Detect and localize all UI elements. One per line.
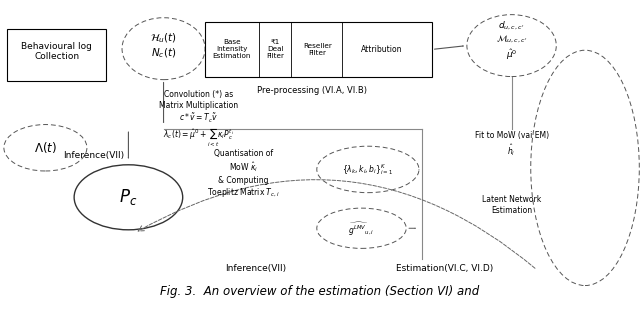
Text: $\widehat{g^{LMV}}_{u,i}$: $\widehat{g^{LMV}}_{u,i}$ [348, 220, 374, 237]
Text: $\mathcal{H}_u(t)$
$N_c(t)$: $\mathcal{H}_u(t)$ $N_c(t)$ [150, 31, 177, 60]
Text: Quantisation of
MoW $\hat{\kappa}_i$
& Computing
Toeplitz Matrix $T_{c,i}$: Quantisation of MoW $\hat{\kappa}_i$ & C… [207, 149, 280, 199]
Text: Latent Network
Estimation: Latent Network Estimation [482, 195, 541, 215]
Text: Inference(VII): Inference(VII) [225, 264, 287, 273]
Text: Convolution (*) as
Matrix Multiplication
$c*\tilde{v}=T_c\tilde{v}$
$\lambda_c(t: Convolution (*) as Matrix Multiplication… [159, 91, 238, 149]
Text: $P_c$: $P_c$ [119, 187, 138, 207]
Text: Pre-processing (VI.A, VI.B): Pre-processing (VI.A, VI.B) [257, 86, 367, 95]
Text: Base
Intensity
Estimation: Base Intensity Estimation [212, 39, 251, 59]
Text: ₹1
Deal
Filter: ₹1 Deal Filter [266, 39, 284, 59]
Text: $d_{u,c,c'}$
$\mathcal{M}_{u,c,c'}$
$\hat{\mu}^0$: $d_{u,c,c'}$ $\mathcal{M}_{u,c,c'}$ $\ha… [496, 20, 527, 62]
Text: Fig. 3.  An overview of the estimation (Section VI) and: Fig. 3. An overview of the estimation (S… [161, 285, 479, 298]
Text: Fit to MoW (vai EM)
$\hat{h}_i$: Fit to MoW (vai EM) $\hat{h}_i$ [474, 131, 548, 158]
Text: $\{\lambda_k, k_i, b_i\}_{i=1}^{K}$: $\{\lambda_k, k_i, b_i\}_{i=1}^{K}$ [342, 162, 394, 177]
Text: $\Lambda(t)$: $\Lambda(t)$ [34, 140, 57, 155]
Text: Behavioural log
Collection: Behavioural log Collection [21, 42, 92, 62]
Text: Reseller
Filter: Reseller Filter [303, 43, 332, 56]
Text: Estimation(VI.C, VI.D): Estimation(VI.C, VI.D) [396, 264, 493, 273]
Text: Attribution: Attribution [360, 45, 402, 54]
Text: Inference(VII): Inference(VII) [63, 151, 124, 160]
